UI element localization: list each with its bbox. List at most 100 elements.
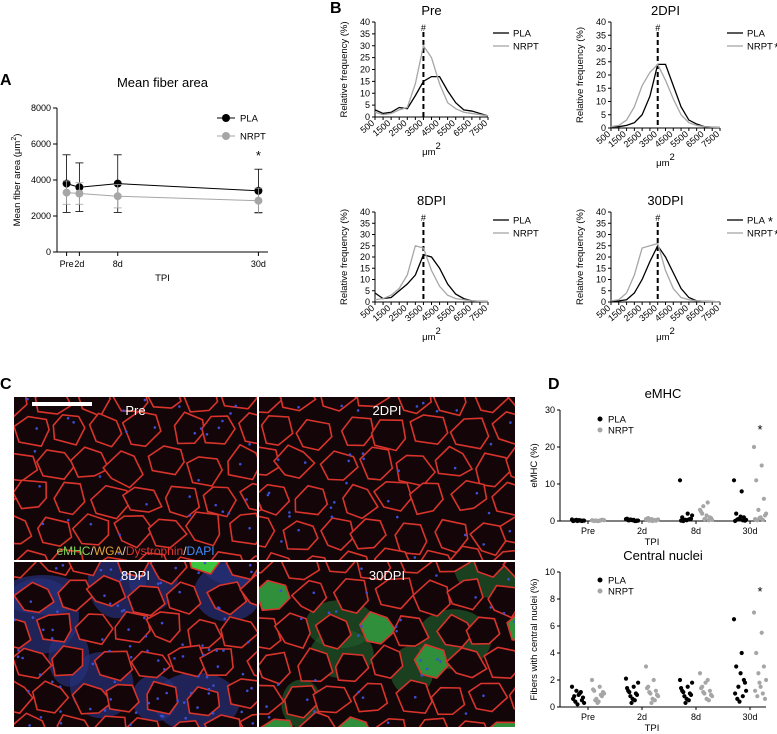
- nucleus: [357, 690, 360, 694]
- x-axis-label: μm2: [422, 141, 441, 158]
- nucleus: [251, 722, 255, 725]
- nucleus: [188, 495, 192, 498]
- data-point-pla: [738, 671, 743, 676]
- data-point-nrpt: [708, 515, 714, 521]
- micrograph-texture: [259, 397, 515, 560]
- legend-label: PLA: [747, 216, 766, 227]
- data-point-pla: [686, 698, 691, 703]
- nucleus: [178, 405, 181, 408]
- legend-label: NRPT: [240, 132, 266, 143]
- stain-sep: /: [90, 544, 94, 558]
- muscle-fiber: [206, 581, 248, 616]
- data-point-nrpt: [595, 518, 600, 524]
- nucleus: [313, 710, 316, 713]
- y-tick-label: 35: [596, 30, 606, 40]
- significance-star: *: [757, 422, 762, 437]
- muscle-fiber: [198, 648, 234, 676]
- data-point-pla: [569, 684, 575, 689]
- nucleus: [197, 478, 200, 482]
- nucleus: [122, 608, 126, 612]
- nucleus: [156, 697, 160, 700]
- nucleus: [31, 616, 35, 619]
- micrograph-label: 8DPI: [121, 568, 150, 583]
- nucleus: [303, 461, 307, 464]
- nucleus: [330, 515, 334, 519]
- muscle-fiber: [71, 682, 114, 715]
- data-point-nrpt: [597, 684, 602, 689]
- nucleus: [16, 655, 20, 658]
- nucleus: [421, 401, 425, 405]
- muscle-fiber: [186, 685, 221, 717]
- nucleus: [215, 649, 219, 652]
- data-point-nrpt: [760, 691, 765, 696]
- y-tick-label: 0: [550, 702, 555, 712]
- muscle-fiber: [356, 397, 391, 408]
- muscle-fiber: [102, 450, 144, 489]
- data-point-pla: [636, 680, 641, 685]
- nucleus: [362, 457, 366, 461]
- muscle-fiber: [14, 618, 32, 650]
- data-point-pla: [733, 691, 738, 696]
- nucleus: [181, 655, 185, 658]
- nucleus: [41, 628, 45, 632]
- nucleus: [54, 567, 58, 570]
- nucleus: [238, 462, 242, 466]
- series-line-nrpt: [610, 63, 721, 129]
- legend-label: NRPT: [513, 229, 539, 240]
- muscle-fiber: [260, 414, 294, 447]
- nucleus: [365, 591, 369, 594]
- nucleus: [128, 644, 132, 648]
- nucleus: [347, 459, 350, 463]
- significance-star: *: [256, 148, 261, 163]
- muscle-fiber: [113, 514, 155, 549]
- muscle-fiber: [15, 549, 49, 560]
- nucleus: [201, 644, 204, 647]
- nucleus: [508, 529, 512, 533]
- x-tick-label: 8d: [691, 712, 701, 722]
- muscle-fiber: [473, 562, 507, 579]
- y-tick-label: 10: [360, 275, 370, 285]
- stain-dystrophin: Dystrophin: [125, 544, 184, 558]
- muscle-fiber: [450, 479, 488, 512]
- nucleus: [35, 427, 38, 430]
- muscle-fiber: [356, 562, 392, 581]
- muscle-fiber: [279, 397, 317, 412]
- data-point-pla: [690, 513, 695, 518]
- y-tick-label: 0: [550, 516, 555, 526]
- muscle-fiber: [349, 518, 387, 550]
- nucleus: [312, 591, 316, 595]
- data-point-pla: [574, 688, 579, 693]
- data-point-nrpt: [701, 504, 706, 509]
- nucleus: [156, 582, 160, 586]
- muscle-fiber: [506, 614, 515, 641]
- muscle-fiber: [14, 479, 48, 510]
- nucleus: [305, 698, 309, 701]
- data-point-nrpt: [764, 677, 769, 683]
- muscle-fiber: [94, 715, 127, 727]
- data-point-pla: [679, 686, 684, 691]
- data-point-pla: [627, 690, 632, 695]
- data-point-pla: [113, 179, 122, 188]
- nucleus: [99, 568, 103, 572]
- legend-marker: [597, 416, 603, 422]
- y-tick-label: 5: [601, 286, 606, 296]
- nucleus: [211, 711, 215, 715]
- x-axis-label: μm2: [656, 152, 675, 169]
- nucleus: [176, 699, 179, 702]
- nucleus: [240, 710, 244, 714]
- nucleus: [250, 570, 253, 574]
- muscle-fiber: [282, 520, 319, 551]
- muscle-fiber: [373, 547, 410, 560]
- nucleus: [50, 637, 54, 640]
- nucleus: [227, 511, 231, 515]
- nucleus: [288, 515, 291, 518]
- nucleus: [279, 589, 283, 592]
- data-point-nrpt: [75, 189, 84, 198]
- nucleus: [59, 721, 63, 725]
- y-tick-label: 25: [360, 241, 370, 251]
- x-tick-label: 7500: [468, 303, 490, 324]
- hash-marker: #: [421, 23, 426, 33]
- nucleus: [160, 621, 164, 625]
- nucleus: [276, 683, 280, 686]
- data-point-pla: [739, 489, 744, 494]
